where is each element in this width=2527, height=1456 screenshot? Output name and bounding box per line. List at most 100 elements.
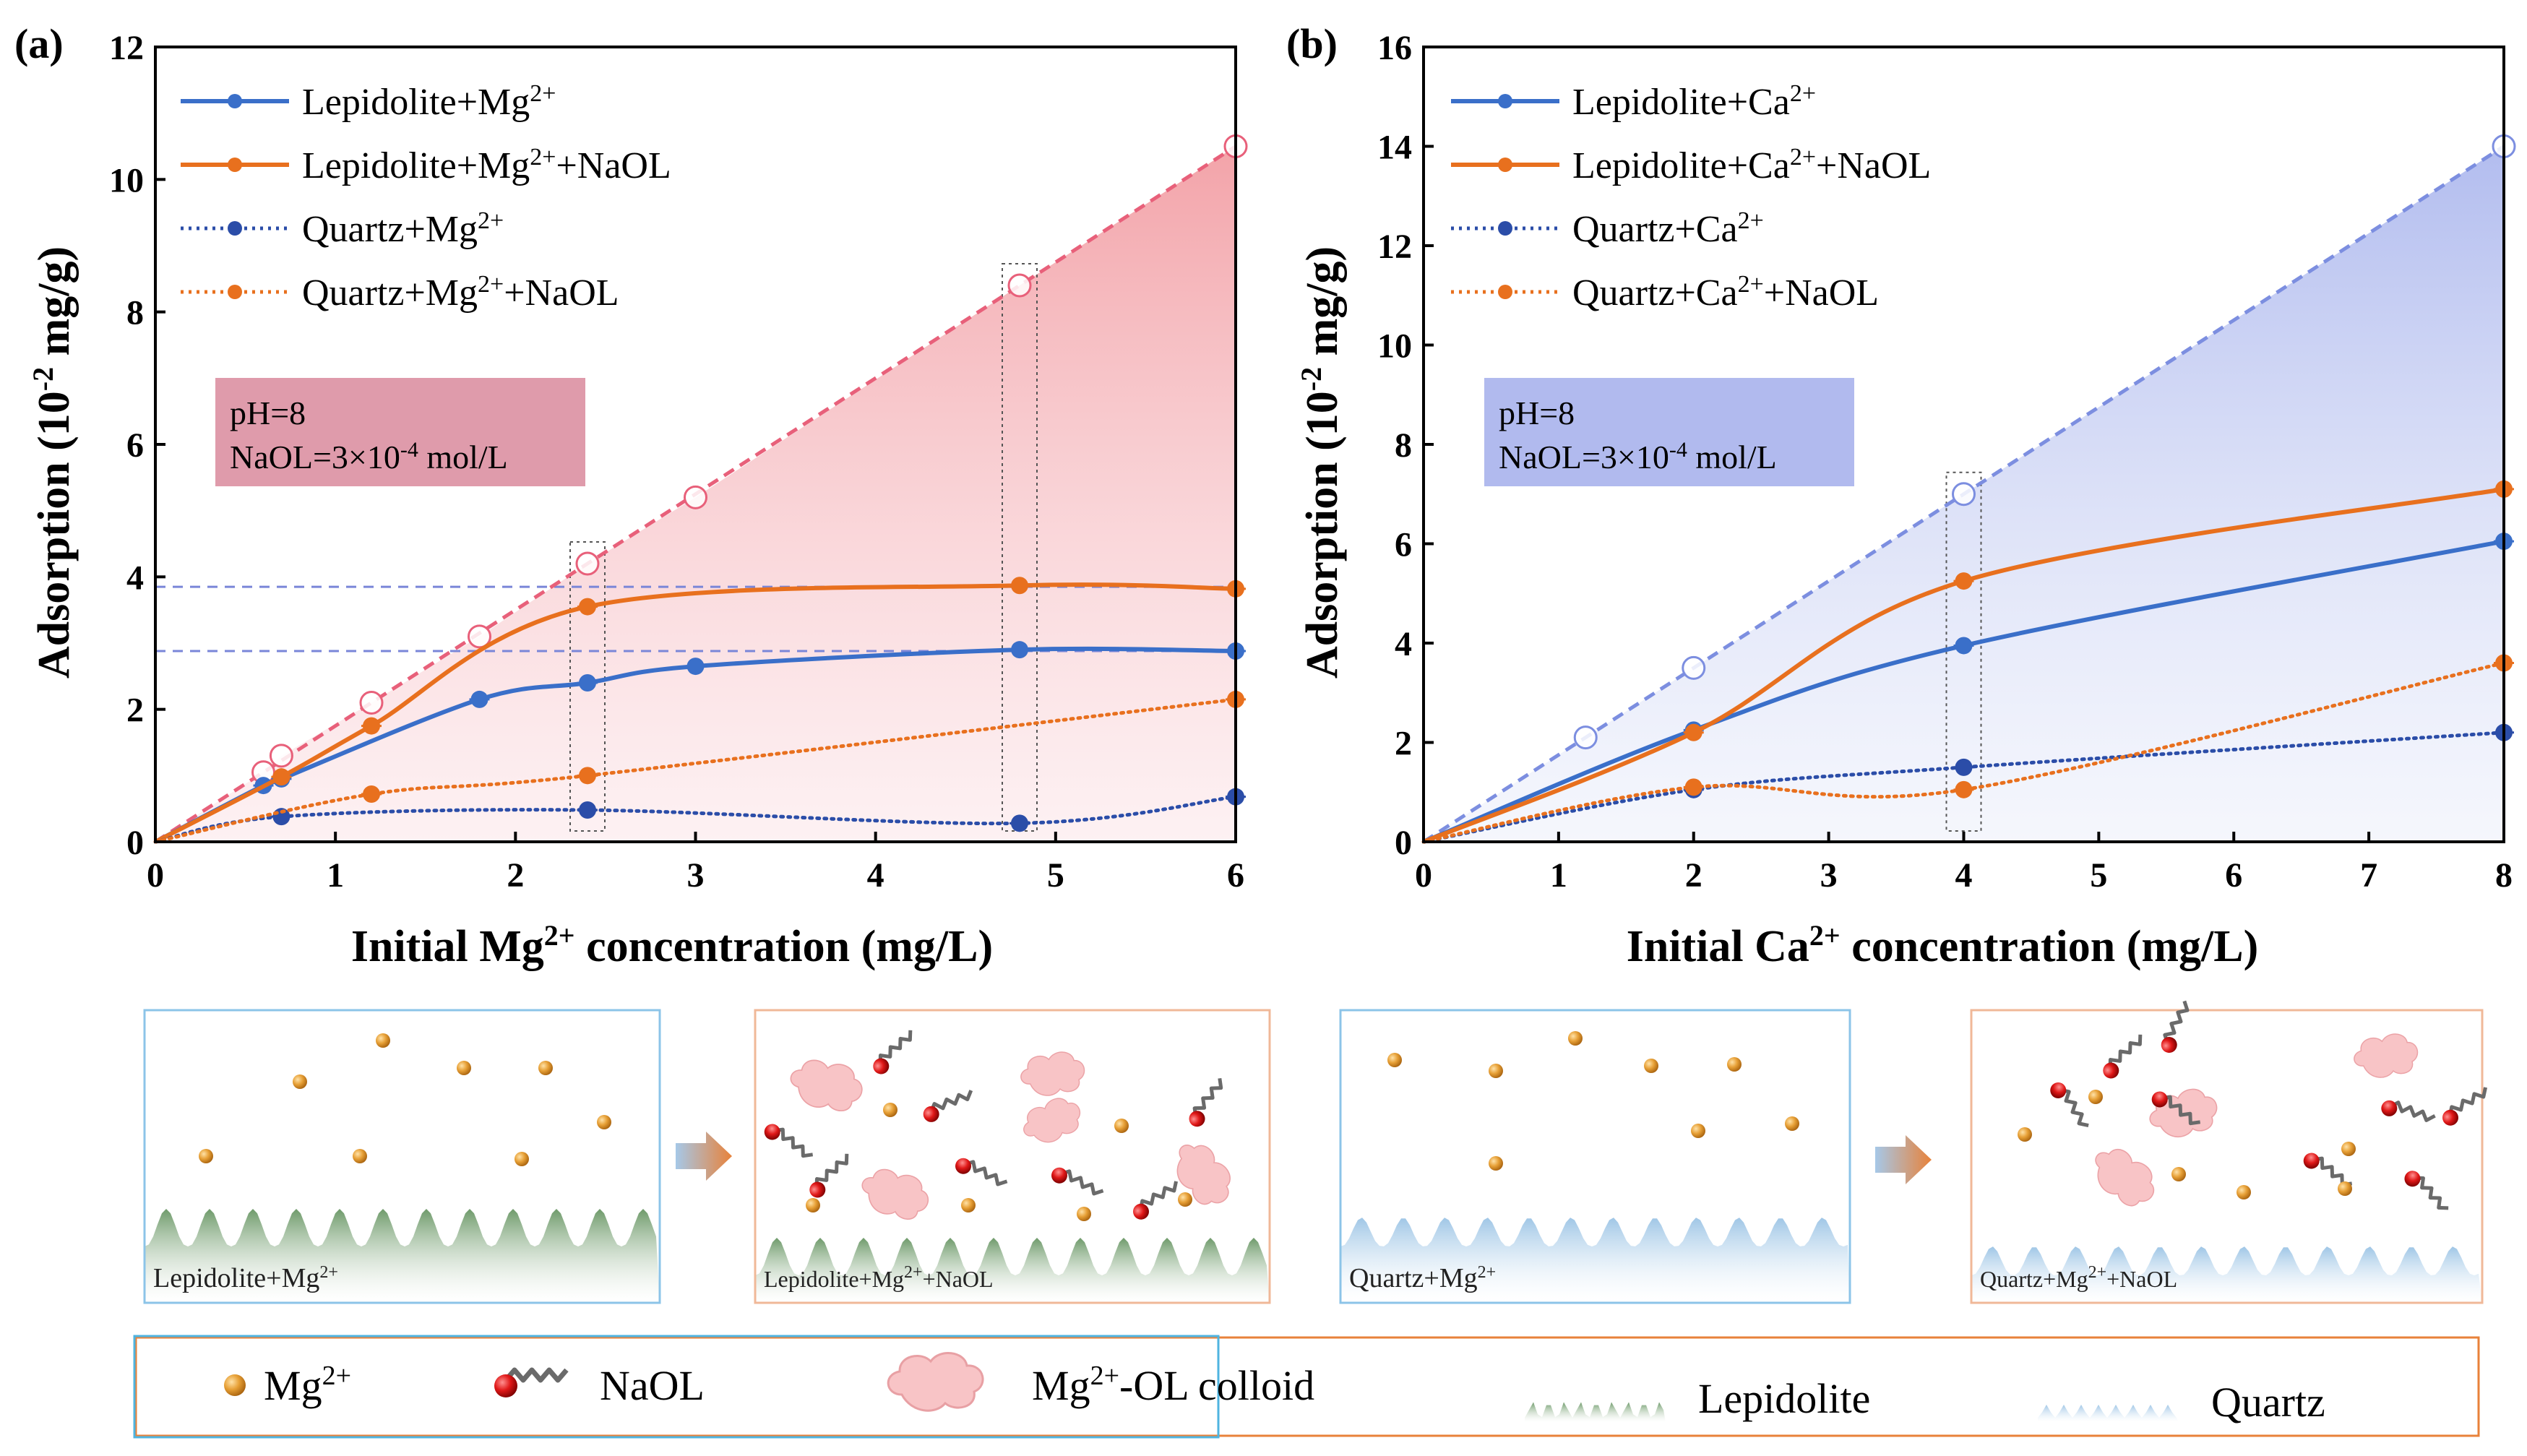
schematic-panel-3-naol-4-tail (2388, 1100, 2436, 1122)
schematic-panel-2-surface (1340, 1218, 1850, 1303)
chart-a-x-tick-label-6: 6 (1227, 856, 1244, 895)
chart-a-series-1-point-1 (272, 768, 290, 786)
schematic-panel-3-naol-1-head (2103, 1062, 2119, 1079)
legend-b-label-3: Quartz+Ca2+ (1572, 207, 1764, 251)
schematic-panel-0-mg-5 (199, 1149, 213, 1163)
chart-a-ideal-point-7 (1007, 273, 1032, 298)
schematic-panel-1-mg-2 (806, 1198, 820, 1212)
schematic-panel-3: Quartz+Mg2++NaOL (1970, 1000, 2488, 1304)
chart-b-ideal-point-1 (1573, 725, 1598, 750)
chart-a-series-1-point-2 (363, 717, 380, 735)
chart-a-x-tick-label-0: 0 (147, 856, 164, 895)
chart-a-x-tick-label-3: 3 (687, 856, 705, 895)
chart-b-y-tick-label-0: 0 (1395, 824, 1412, 862)
condition-box-a-line1: pH=8 (230, 395, 306, 431)
schematic-arrow-1 (1875, 1135, 1932, 1184)
schematic-panel-0-mg-3 (538, 1061, 553, 1075)
legend-a-marker-4 (228, 285, 242, 299)
schematic-panel-3-naol-2-tail (2163, 1000, 2190, 1045)
schematic-panel-3-label: Quartz+Mg2++NaOL (1980, 1263, 2177, 1292)
schematic-panel-3-naol-2 (2161, 1000, 2190, 1053)
chart-b-x-tick-label-0: 0 (1415, 856, 1432, 895)
schematic-panel-3-naol-0-tail (2059, 1087, 2089, 1128)
schematic-panel-3-naol-1-tail (2108, 1034, 2143, 1070)
schematic-panel-1-naol-6-head (1051, 1167, 1067, 1184)
schematic-panel-3-naol-4 (2381, 1100, 2436, 1122)
schematic-panel-1-naol-6-tail (1059, 1169, 1104, 1196)
legend-lepidolite-label: Lepidolite (1698, 1375, 1870, 1422)
mg-ion-icon (224, 1374, 246, 1396)
chart-b-x-tick-label-8: 8 (2495, 856, 2513, 895)
schematic-panel-3-naol-4-head (2381, 1100, 2398, 1116)
schematic-arrow-0 (676, 1132, 732, 1181)
schematic-panel-0-mg-4 (597, 1115, 611, 1129)
chart-b-x-tick-label-2: 2 (1685, 856, 1702, 895)
chart-b-series-0-line (1422, 539, 2505, 844)
chart-b-series-0-point-2 (1955, 637, 1973, 655)
chart-a-series-0-point-3 (470, 690, 488, 708)
chart-a-ideal-point-2 (269, 744, 293, 768)
schematic-panel-2-mg-0 (1387, 1053, 1402, 1067)
chart-a-series-0-point-6 (1011, 641, 1028, 659)
schematic-panel-2: Quartz+Mg2+ (1339, 1009, 1851, 1304)
schematic-panel-1-naol-7-tail (1138, 1181, 1179, 1211)
chart-a-legend: Lepidolite+Mg2+ Lepidolite+Mg2++NaOL Qua… (181, 80, 671, 314)
chart-a-y-tick-label-6: 12 (109, 29, 144, 67)
chart-b-x-tick-label-3: 3 (1820, 856, 1838, 895)
schematic-panel-3-naol-5-tail (2448, 1087, 2488, 1117)
schematic-panel-1-colloid-3 (861, 1168, 929, 1220)
schematic-panel-1-colloid-2 (1023, 1098, 1081, 1143)
schematic-panel-3-naol-7-head (2404, 1171, 2421, 1187)
schematic-panel-1-label: Lepidolite+Mg2++NaOL (764, 1263, 994, 1292)
chart-b-x-tick-label-4: 4 (1955, 856, 1973, 895)
schematic-panel-1-naol-1 (923, 1090, 973, 1122)
schematic-panel-3-naol-6-head (2303, 1153, 2320, 1169)
legend-b-label-4: Quartz+Ca2++NaOL (1572, 271, 1879, 314)
schematic-panel-2-label: Quartz+Mg2+ (1349, 1263, 1496, 1293)
legend-a-marker-1 (228, 94, 242, 108)
schematic-panel-1-naol-2-head (1189, 1111, 1205, 1127)
chart-b-y-tick-label-3: 6 (1395, 526, 1412, 564)
chart-a-x-tick-label-4: 4 (867, 856, 884, 895)
schematic-panel-2-mg-7 (1489, 1156, 1503, 1171)
schematic-panel-1-mg-5 (1178, 1192, 1192, 1207)
chart-a-y-tick-label-0: 0 (126, 824, 144, 862)
chart-b-y-tick-label-2: 4 (1395, 625, 1412, 663)
legend-b-marker-2 (1498, 158, 1512, 172)
chart-b-x-tick-label-5: 5 (2090, 856, 2107, 895)
schematic-panel-0-label: Lepidolite+Mg2+ (153, 1263, 338, 1293)
chart-a-series-2-point-3 (1011, 814, 1028, 832)
schematic-panel-1-naol-7-head (1133, 1203, 1149, 1220)
schematic-panel-1-colloid-4 (1176, 1145, 1231, 1205)
schematic-panel-1-mg-0 (883, 1103, 897, 1117)
schematic-panel-3-mg-2 (2171, 1167, 2186, 1181)
condition-box-b-line2: NaOL=3×10-4 mol/L (1499, 438, 1777, 476)
chart-b-series-1-point-1 (1684, 723, 1702, 741)
schematic-panel-1-naol-0 (873, 1030, 913, 1074)
chart-a-ideal-point-6 (684, 485, 707, 509)
quartz-surface-icon (2038, 1405, 2179, 1422)
schematic-panel-3-naol-3 (2151, 1091, 2201, 1126)
schematic-panel-1-naol-4-tail (814, 1153, 849, 1189)
schematic-panel-2-mg-2 (1568, 1031, 1583, 1046)
chart-a-series-0-point-5 (686, 658, 705, 676)
schematic-panel-1-naol-2 (1189, 1077, 1223, 1127)
legend-a-label-1: Lepidolite+Mg2+ (302, 80, 556, 124)
chart-a-ideal-point-3 (359, 691, 384, 715)
chart-b-y-tick-label-5: 10 (1377, 327, 1412, 366)
chart-a-shaded-region (155, 146, 1236, 842)
panel-label-b: (b) (1286, 20, 1338, 67)
chart-b-series-3-line (1421, 661, 2506, 844)
schematic-panel-3-surface (1971, 1246, 2482, 1303)
chart-a-x-tick-label-5: 5 (1047, 856, 1064, 895)
schematic-panel-1: Lepidolite+Mg2++NaOL (754, 1009, 1271, 1304)
chart-a-series-1-point-3 (579, 598, 596, 616)
schematic-panel-0-frame (143, 1009, 661, 1304)
schematic-panel-1-naol-5 (955, 1158, 1008, 1186)
schematic-panel-1-naol-2-tail (1192, 1077, 1223, 1119)
chart-b-series-3-point-1 (1684, 778, 1702, 796)
chart-b-y-tick-label-8: 16 (1377, 29, 1412, 67)
chart-a-x-tick-label-1: 1 (327, 856, 344, 895)
